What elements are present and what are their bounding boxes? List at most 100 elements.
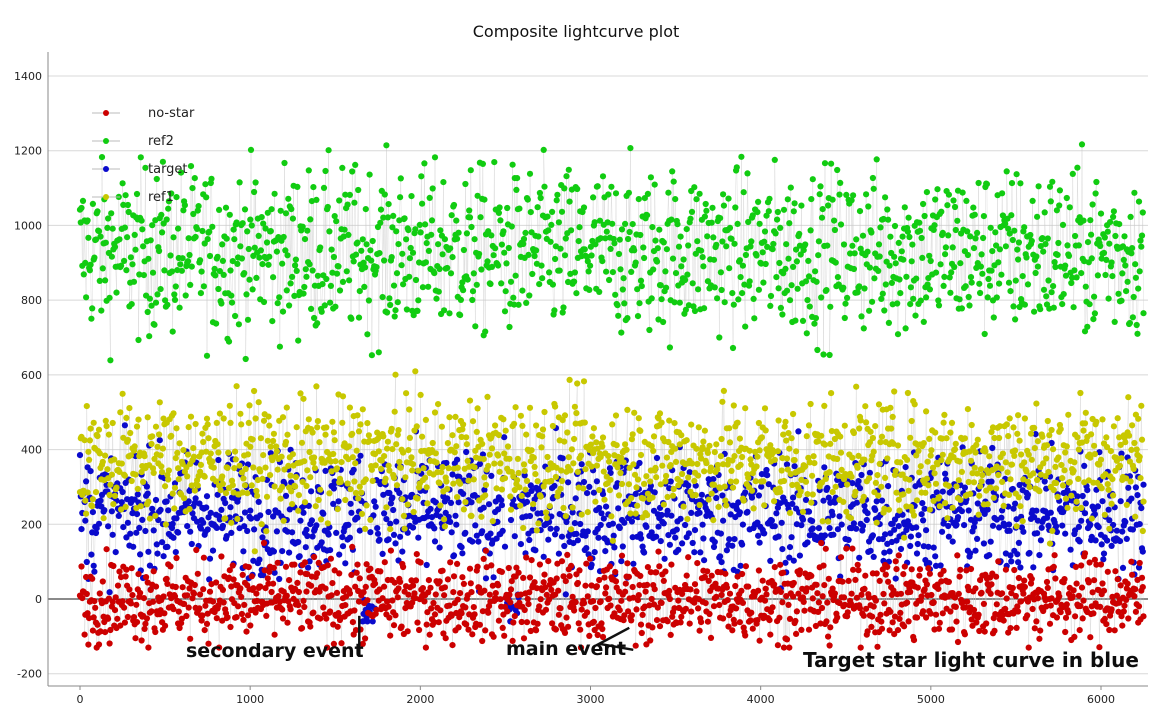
point-ref1	[110, 501, 117, 508]
point-ref1	[491, 460, 498, 467]
point-target	[295, 538, 302, 546]
point-no-star	[584, 609, 591, 616]
point-no-star	[525, 601, 532, 608]
point-ref1	[528, 447, 535, 454]
point-target	[668, 512, 675, 519]
point-no-star	[592, 604, 599, 612]
point-no-star	[241, 601, 248, 609]
point-ref1	[939, 451, 946, 458]
point-target	[598, 510, 605, 517]
point-ref1	[248, 482, 255, 489]
point-target	[1012, 500, 1019, 507]
point-ref1	[175, 465, 182, 472]
point-ref2	[367, 247, 374, 254]
point-ref2	[995, 259, 1002, 266]
point-target	[867, 547, 874, 554]
point-ref2	[998, 271, 1005, 278]
point-ref2	[447, 270, 455, 277]
point-target	[95, 520, 103, 527]
point-ref2	[769, 246, 776, 253]
point-target	[1047, 509, 1054, 516]
point-no-star	[565, 623, 572, 630]
point-no-star	[599, 633, 607, 641]
point-target	[863, 516, 870, 524]
point-ref2	[515, 301, 522, 308]
point-ref1	[999, 478, 1006, 485]
point-ref2	[671, 299, 678, 306]
point-no-star	[89, 575, 96, 582]
point-ref1	[1136, 453, 1143, 460]
point-target	[998, 514, 1005, 521]
point-ref2	[1050, 283, 1057, 290]
point-ref2	[228, 292, 235, 299]
point-ref1	[857, 417, 864, 424]
point-target	[1005, 521, 1013, 528]
point-ref2	[774, 208, 782, 216]
point-target	[552, 531, 559, 538]
point-ref2	[729, 344, 737, 352]
point-ref1	[358, 510, 366, 517]
point-ref2	[843, 191, 850, 198]
point-ref2	[809, 176, 816, 183]
point-ref1	[559, 417, 566, 424]
point-ref2	[859, 232, 867, 239]
point-ref2	[1070, 304, 1077, 311]
point-ref2	[359, 236, 366, 243]
point-ref2	[1048, 289, 1055, 296]
point-ref2	[834, 274, 842, 281]
point-ref1	[257, 468, 264, 475]
point-ref1	[176, 440, 183, 447]
point-ref2	[698, 247, 705, 254]
point-ref2	[652, 237, 659, 244]
point-ref2	[802, 278, 810, 285]
point-ref1	[1006, 415, 1013, 422]
point-ref1	[968, 421, 975, 429]
point-target	[561, 542, 568, 550]
point-target	[591, 549, 598, 556]
point-ref1	[262, 464, 269, 471]
point-ref2	[301, 236, 309, 243]
point-ref1	[331, 437, 338, 444]
point-ref2	[109, 225, 116, 232]
point-ref1	[721, 483, 728, 490]
point-ref2	[466, 214, 474, 221]
point-ref2	[799, 317, 807, 324]
point-ref2	[108, 253, 115, 260]
point-target	[953, 521, 960, 529]
point-ref1	[727, 478, 734, 485]
point-ref2	[627, 145, 634, 152]
point-ref1	[292, 473, 299, 481]
point-ref1	[940, 419, 947, 426]
point-no-star	[397, 578, 404, 586]
point-ref1	[843, 508, 850, 515]
point-ref1	[1116, 462, 1124, 469]
point-target	[586, 483, 593, 490]
point-ref1	[383, 504, 390, 511]
point-ref1	[783, 437, 790, 444]
point-target	[453, 521, 460, 528]
point-target	[607, 469, 614, 476]
point-target	[1117, 498, 1124, 505]
point-ref2	[253, 274, 260, 281]
point-target	[392, 540, 399, 547]
point-target	[574, 537, 582, 544]
point-ref2	[790, 263, 797, 270]
point-ref2	[717, 215, 724, 222]
point-target	[606, 465, 614, 472]
point-ref1	[580, 378, 588, 385]
point-ref2	[1134, 330, 1141, 337]
point-no-star	[152, 628, 159, 636]
point-no-star	[247, 622, 254, 629]
point-ref1	[382, 475, 389, 482]
point-ref1	[948, 419, 956, 426]
point-ref1	[309, 429, 316, 436]
point-ref2	[351, 199, 358, 206]
point-ref2	[635, 196, 642, 203]
point-ref1	[632, 510, 639, 517]
point-ref2	[454, 235, 461, 242]
point-no-star	[584, 593, 591, 600]
point-target	[1034, 530, 1041, 537]
point-target	[240, 548, 247, 555]
point-ref2	[478, 266, 485, 273]
point-ref2	[599, 173, 607, 180]
